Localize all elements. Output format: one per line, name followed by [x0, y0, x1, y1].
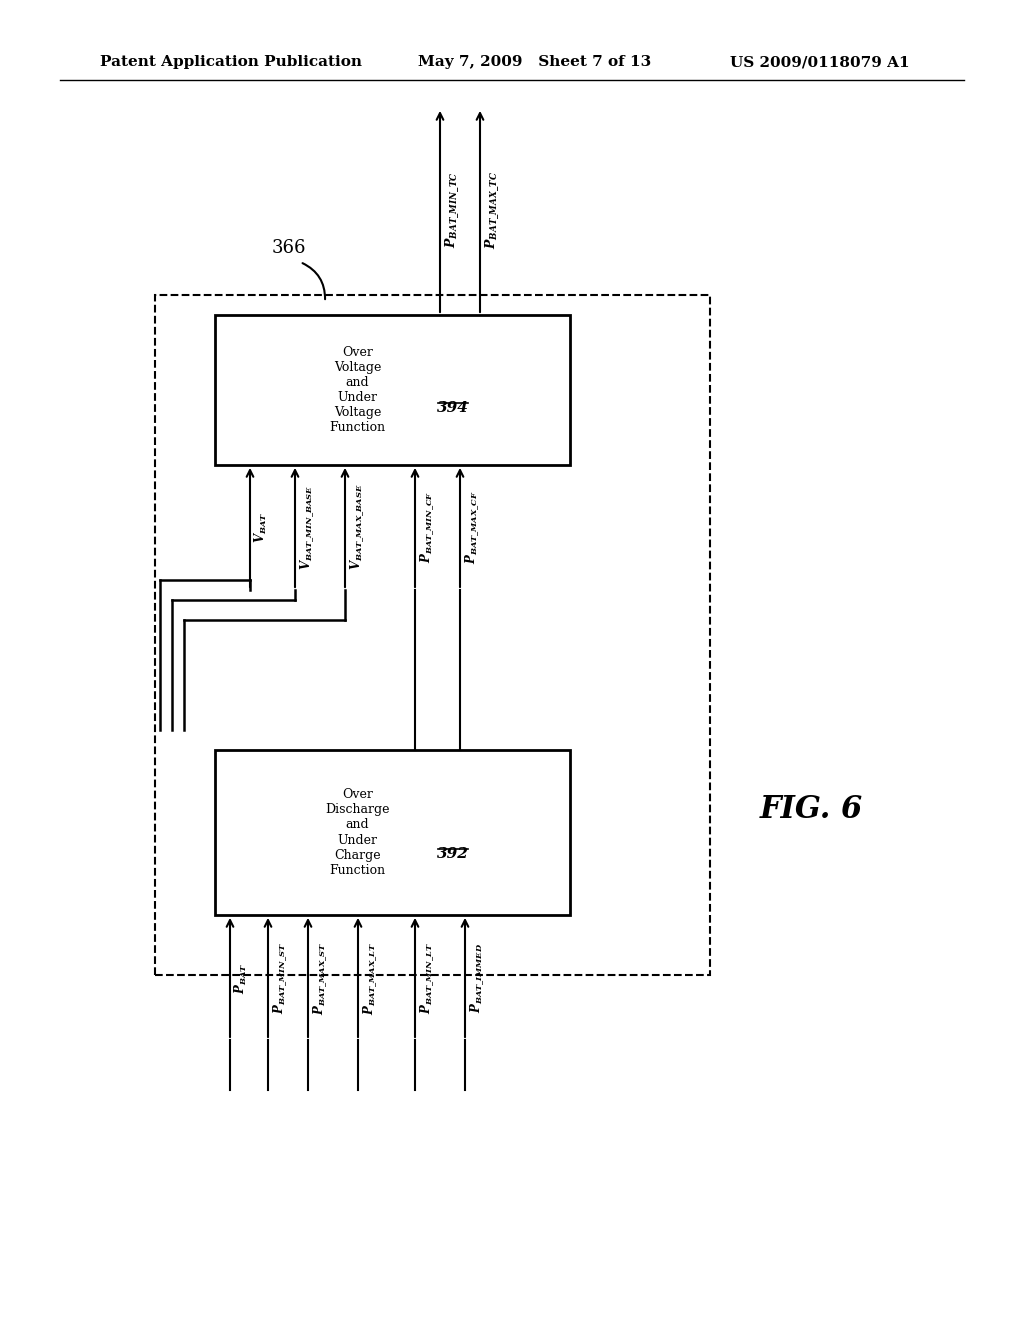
- Text: P$_{\mathregular{BAT\_MAX\_TC}}$: P$_{\mathregular{BAT\_MAX\_TC}}$: [483, 172, 501, 249]
- Text: P$_{\mathregular{BAT\_MIN\_ST}}$: P$_{\mathregular{BAT\_MIN\_ST}}$: [271, 942, 289, 1014]
- Text: Patent Application Publication: Patent Application Publication: [100, 55, 362, 69]
- Text: Over
Discharge
and
Under
Charge
Function: Over Discharge and Under Charge Function: [326, 788, 390, 876]
- Text: P$_{\mathregular{BAT\_MIN\_LT}}$: P$_{\mathregular{BAT\_MIN\_LT}}$: [418, 942, 435, 1014]
- Text: Over
Voltage
and
Under
Voltage
Function: Over Voltage and Under Voltage Function: [330, 346, 386, 434]
- Text: P$_{\mathregular{BAT\_MIN\_CF}}$: P$_{\mathregular{BAT\_MIN\_CF}}$: [418, 491, 435, 564]
- Text: P$_{\mathregular{BAT\_MIN\_TC}}$: P$_{\mathregular{BAT\_MIN\_TC}}$: [443, 172, 461, 248]
- Bar: [215, 315, 570, 465]
- Text: P$_{\mathregular{BAT\_MAX\_ST}}$: P$_{\mathregular{BAT\_MAX\_ST}}$: [311, 941, 329, 1015]
- Text: P$_{\mathregular{BAT\_IMMED}}$: P$_{\mathregular{BAT\_IMMED}}$: [468, 942, 485, 1014]
- Text: May 7, 2009   Sheet 7 of 13: May 7, 2009 Sheet 7 of 13: [418, 55, 651, 69]
- Text: V$_{\mathregular{BAT\_MAX\_BASE}}$: V$_{\mathregular{BAT\_MAX\_BASE}}$: [348, 484, 366, 570]
- Text: P$_{\mathregular{BAT\_MAX\_LT}}$: P$_{\mathregular{BAT\_MAX\_LT}}$: [361, 941, 379, 1015]
- Text: 366: 366: [272, 239, 306, 257]
- Bar: [155, 294, 710, 975]
- Text: V$_{\mathregular{BAT\_MIN\_BASE}}$: V$_{\mathregular{BAT\_MIN\_BASE}}$: [298, 484, 315, 569]
- Text: P$_{\mathregular{BAT\_MAX\_CF}}$: P$_{\mathregular{BAT\_MAX\_CF}}$: [463, 490, 480, 564]
- Text: 394: 394: [436, 401, 468, 414]
- Text: FIG. 6: FIG. 6: [760, 795, 863, 825]
- Text: US 2009/0118079 A1: US 2009/0118079 A1: [730, 55, 909, 69]
- Bar: [215, 750, 570, 915]
- Text: 392: 392: [436, 847, 468, 862]
- Text: P$_{\mathregular{BAT}}$: P$_{\mathregular{BAT}}$: [233, 962, 249, 994]
- Text: V$_{\mathregular{BAT}}$: V$_{\mathregular{BAT}}$: [253, 511, 269, 543]
